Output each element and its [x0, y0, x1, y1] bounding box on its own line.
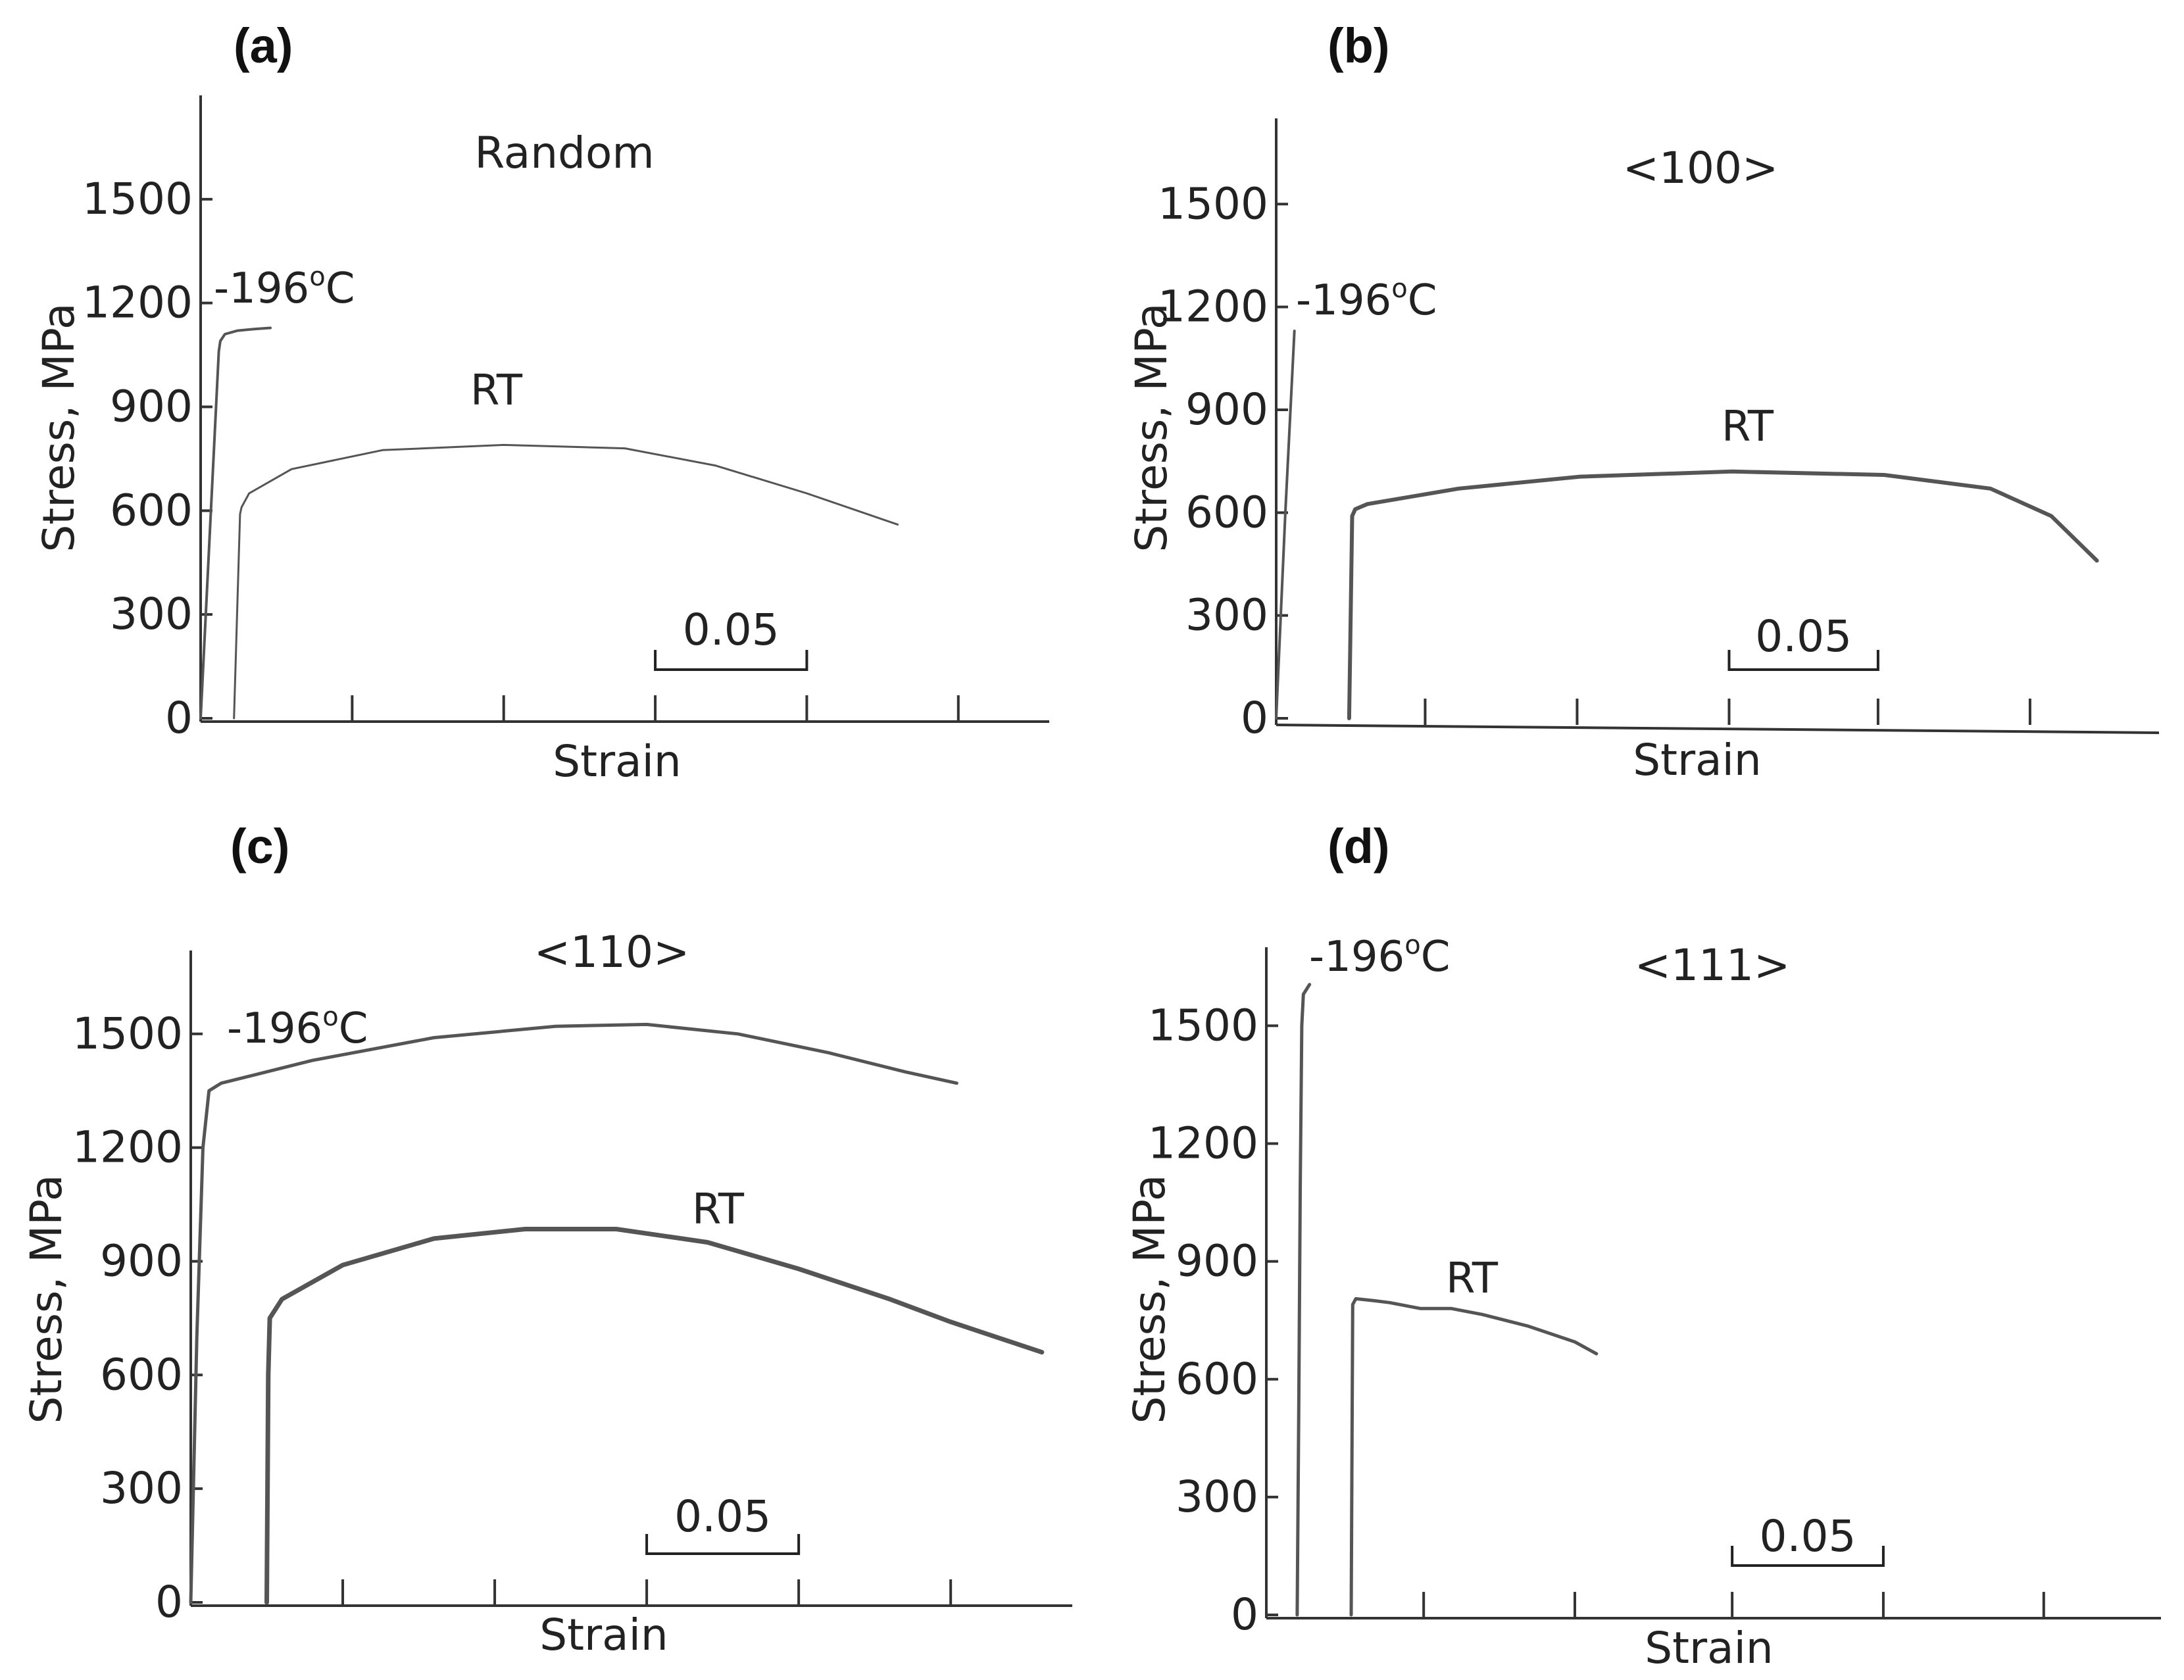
panel-label: (d)	[1328, 819, 1390, 874]
y-tick-label: 0	[155, 1577, 183, 1627]
panel-label: (a)	[234, 18, 293, 73]
y-axis-title: Stress, MPa	[21, 1174, 72, 1423]
y-axis-title: Stress, MPa	[1126, 303, 1177, 552]
scale-bar-label: 0.05	[683, 605, 780, 655]
chart-title: <100>	[1623, 143, 1779, 193]
x-axis-title: Strain	[539, 1610, 668, 1660]
curve-rt-label: RT	[692, 1185, 745, 1234]
curve-cryogenic	[189, 1022, 958, 1604]
y-tick-label: 0	[1231, 1589, 1258, 1640]
scale-bar	[654, 650, 808, 671]
chart-title: Random	[474, 128, 654, 178]
curve-rt	[1349, 1297, 1599, 1617]
scale-bar	[645, 1534, 801, 1555]
y-tick-label: 900	[110, 382, 193, 432]
y-tick-label: 1500	[1158, 178, 1268, 229]
y-tick-label: 0	[1241, 693, 1268, 743]
curve-cryogenic-label: -196oC	[1296, 274, 1437, 325]
curve-rt	[233, 443, 899, 720]
panel-label: (b)	[1328, 18, 1390, 73]
chart-panel-c: (c) <110> 0 300 600 900 1200 1500 Stress, MPa Str…	[21, 819, 1072, 1660]
chart-title: <110>	[534, 927, 690, 977]
y-tick-label: 0	[165, 693, 193, 743]
curve-rt	[264, 1227, 1045, 1605]
y-tick-label: 300	[100, 1463, 183, 1514]
scale-bar-label: 0.05	[1760, 1511, 1856, 1562]
y-axis-title: Stress, MPa	[1124, 1174, 1175, 1423]
chart-panel-b: (b) <100> 0 300 600 900 1200 1500 Stress, MPa Str…	[1126, 18, 2160, 785]
chart-panel-d: (d) <111> 0 300 600 900 1200 1500 Stress, MPa Str…	[1124, 819, 2161, 1673]
curve-rt-label: RT	[470, 366, 523, 415]
y-tick-label: 1500	[1148, 1000, 1258, 1050]
y-tick-label: 1500	[82, 174, 193, 224]
curve-cryogenic	[199, 326, 272, 720]
y-tick-label: 900	[1185, 384, 1268, 435]
curve-cryogenic	[1275, 330, 1296, 720]
y-tick-label: 300	[110, 589, 193, 639]
chart-title: <111>	[1635, 940, 1791, 991]
y-tick-label: 1200	[72, 1122, 183, 1173]
x-axis-title: Strain	[1633, 735, 1762, 785]
y-tick-label: 900	[1176, 1236, 1258, 1287]
x-axis	[1276, 724, 2160, 734]
y-tick-label: 1500	[72, 1008, 183, 1059]
y-tick-label: 600	[110, 485, 193, 535]
y-tick-label: 600	[1176, 1354, 1258, 1404]
y-tick-label: 600	[100, 1349, 183, 1400]
scale-bar	[1727, 650, 1879, 671]
curve-rt	[1347, 469, 2099, 720]
y-tick-label: 900	[100, 1235, 183, 1286]
curve-rt-label: RT	[1722, 403, 1774, 451]
scale-bar-label: 0.05	[1755, 611, 1852, 662]
y-tick-label: 1200	[1148, 1118, 1258, 1169]
y-tick-label: 300	[1185, 590, 1268, 641]
curve-cryogenic-label: -196oC	[1309, 930, 1450, 981]
y-tick-label: 300	[1176, 1471, 1258, 1522]
x-axis-title: Strain	[1645, 1623, 1774, 1673]
curve-cryogenic	[1295, 983, 1312, 1617]
y-tick-label: 1200	[1158, 282, 1268, 332]
chart-panel-a: (a) Random 0 300 600 900 1200 1500 Stress, MPa St…	[34, 18, 1049, 787]
x-axis-title: Strain	[553, 736, 682, 787]
y-tick-label: 1200	[82, 278, 193, 328]
panel-label: (c)	[230, 819, 289, 874]
curve-cryogenic-label: -196oC	[214, 262, 355, 313]
y-axis-title: Stress, MPa	[34, 303, 84, 552]
curve-cryogenic-label: -196oC	[227, 1002, 368, 1053]
scale-bar	[1731, 1546, 1885, 1567]
curve-rt-label: RT	[1446, 1254, 1499, 1303]
y-tick-label: 600	[1185, 487, 1268, 537]
scale-bar-label: 0.05	[674, 1491, 771, 1542]
